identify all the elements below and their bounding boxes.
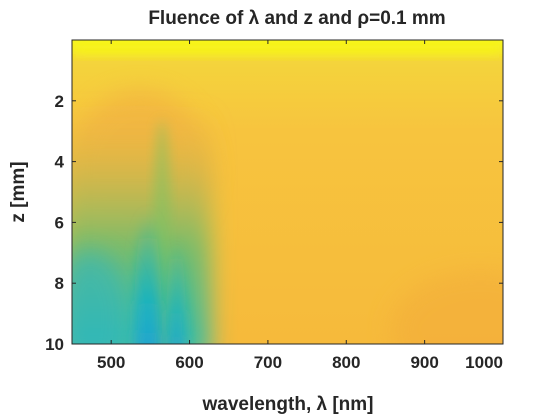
y-tick-label: 2 [55,92,64,111]
chart-title: Fluence of λ and z and ρ=0.1 mm [148,8,445,29]
y-tick-label: 6 [55,213,64,232]
plot-frame [71,39,504,345]
y-tick-label: 4 [55,153,65,172]
y-axis-label: z [mm] [8,161,29,222]
x-axis-ticks: 500 600 700 800 900 1000 [97,40,504,372]
x-tick-label: 900 [410,353,438,372]
y-axis-ticks: 2 4 6 8 10 [45,92,503,354]
x-tick-label: 1000 [465,353,503,372]
x-tick-label: 600 [175,353,203,372]
x-tick-label: 500 [97,353,125,372]
x-axis-label: wavelength, λ [nm] [201,394,373,415]
y-tick-label: 8 [55,274,64,293]
x-tick-label: 700 [254,353,282,372]
y-tick-label: 10 [45,335,64,354]
x-tick-label: 800 [332,353,360,372]
heatmap-surface [72,40,503,344]
